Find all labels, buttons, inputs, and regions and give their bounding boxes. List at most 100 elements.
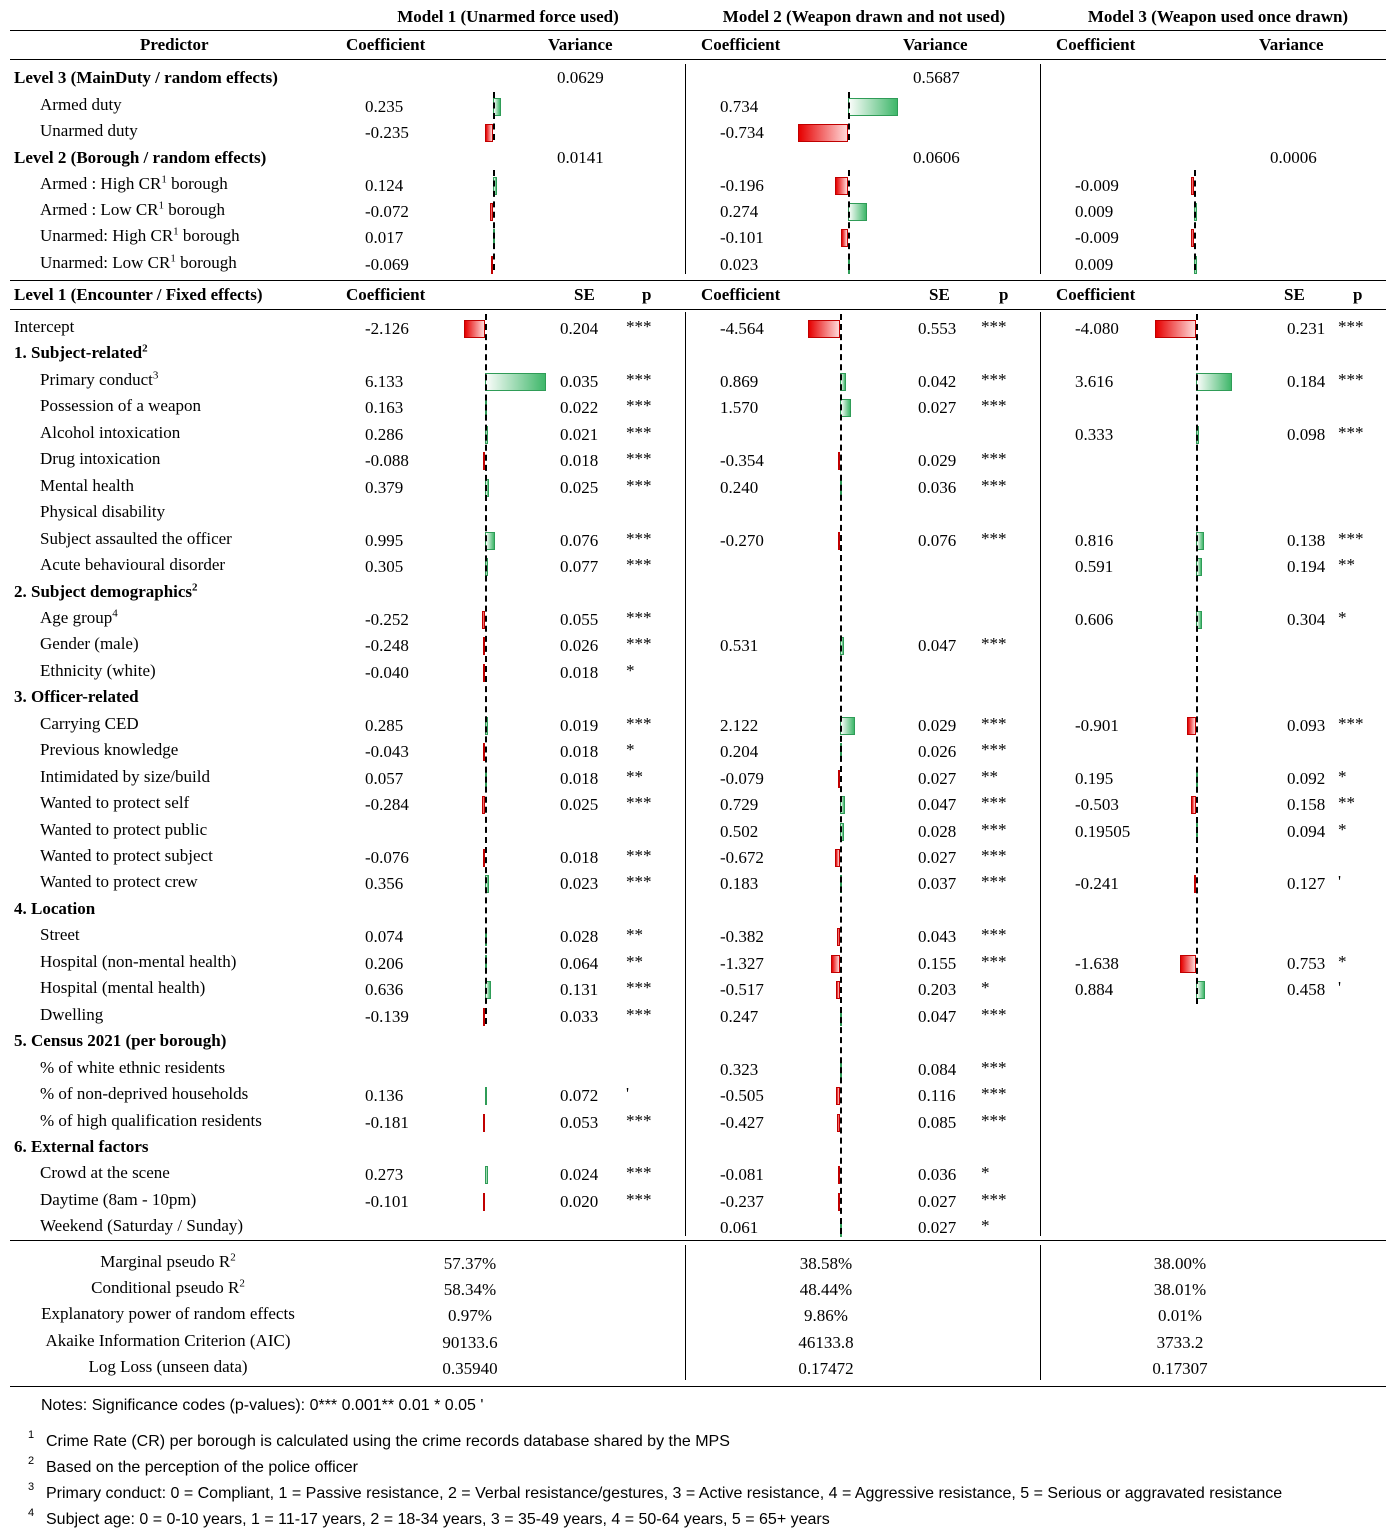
predictor-label: Street <box>40 925 80 945</box>
label-text: Mental health <box>40 476 134 495</box>
se-value: 0.064 <box>560 954 599 973</box>
footnote-marker: 4 <box>28 1507 35 1519</box>
coefficient-value: -0.088 <box>365 451 409 470</box>
section-title: 6. External factors <box>14 1137 149 1157</box>
level3-variance: 0.5687 <box>913 68 960 87</box>
significance-stars: *** <box>981 370 1007 389</box>
coefficient-value: 0.009 <box>1075 255 1114 274</box>
significance-stars: ** <box>1338 555 1355 574</box>
label-text: Previous knowledge <box>40 740 179 759</box>
column-divider <box>685 1245 686 1380</box>
se-value: 0.026 <box>918 742 957 761</box>
coefficient-value: 0.023 <box>720 255 759 274</box>
coefficient-value: -0.382 <box>720 927 764 946</box>
top-rule <box>10 30 1386 31</box>
coefficient-value: -0.241 <box>1075 874 1119 893</box>
coefficient-value: 0.502 <box>720 822 759 841</box>
significance-stars: * <box>981 978 990 997</box>
coefficient-value: 0.816 <box>1075 531 1114 550</box>
predictor-label: Alcohol intoxication <box>40 423 180 443</box>
significance-stars: ** <box>626 925 643 944</box>
coefficient-value: -0.076 <box>365 848 409 867</box>
zero-axis <box>1194 170 1196 270</box>
se-value: 0.184 <box>1287 372 1326 391</box>
se-value: 0.085 <box>918 1113 957 1132</box>
se-value: 0.027 <box>918 1218 957 1237</box>
predictor-label: Mental health <box>40 476 134 496</box>
coefficient-value: 1.570 <box>720 398 759 417</box>
significance-stars: *** <box>626 846 652 865</box>
se-value: 0.047 <box>918 795 957 814</box>
coefficient-value: -0.101 <box>720 228 764 247</box>
coefficient-value: 0.136 <box>365 1086 404 1105</box>
coefficient-header: Coefficient <box>701 35 781 54</box>
label-text: Explanatory power of random effects <box>41 1304 295 1323</box>
section-title: 2. Subject demographics2 <box>14 582 198 602</box>
se-value: 0.018 <box>560 769 599 788</box>
coefficient-bar <box>485 1166 488 1184</box>
significance-stars: *** <box>981 1005 1007 1024</box>
significance-stars: *** <box>626 529 652 548</box>
label-text: Hospital (non-mental health) <box>40 952 237 971</box>
se-value: 0.020 <box>560 1192 599 1211</box>
coefficient-bar <box>1186 717 1196 735</box>
significance-stars: ** <box>626 767 643 786</box>
model-title: Model 1 (Unarmed force used) <box>397 7 619 26</box>
coefficient-value: -0.040 <box>365 663 409 682</box>
label-suffix: borough <box>164 200 225 219</box>
significance-stars: *** <box>1338 317 1364 336</box>
stat-value: 57.37% <box>443 1254 497 1273</box>
se-value: 0.036 <box>918 1165 957 1184</box>
coefficient-value: -0.101 <box>365 1192 409 1211</box>
predictor-label: Drug intoxication <box>40 449 160 469</box>
se-header: SE <box>929 285 950 304</box>
random-effect-bar <box>490 256 493 274</box>
coefficient-value: -0.009 <box>1075 176 1119 195</box>
coefficient-value: -0.427 <box>720 1113 764 1132</box>
significance-stars: *** <box>626 1005 652 1024</box>
se-value: 0.018 <box>560 451 599 470</box>
p-header: p <box>642 285 652 304</box>
level2-title: Level 2 (Borough / random effects) <box>14 148 267 167</box>
coefficient-value: -1.638 <box>1075 954 1119 973</box>
significance-stars: *** <box>981 952 1007 971</box>
se-value: 0.055 <box>560 610 599 629</box>
coefficient-value: -1.327 <box>720 954 764 973</box>
significance-stars: ** <box>981 767 998 786</box>
se-header: SE <box>1284 285 1305 304</box>
significance-stars: * <box>626 661 635 680</box>
se-value: 0.018 <box>560 848 599 867</box>
coefficient-value: 0.074 <box>365 927 404 946</box>
significance-stars: *** <box>626 476 652 495</box>
se-value: 0.028 <box>918 822 957 841</box>
predictor-label: % of high qualification residents <box>40 1111 262 1131</box>
model-title: Model 2 (Weapon drawn and not used) <box>722 7 1006 26</box>
se-header: SE <box>574 285 595 304</box>
stats-rule <box>10 1240 1386 1241</box>
coefficient-value: 6.133 <box>365 372 404 391</box>
section-title: 1. Subject-related2 <box>14 343 148 363</box>
predictor-label: Intercept <box>14 317 74 337</box>
label-text: Weekend (Saturday / Sunday) <box>40 1216 244 1235</box>
coefficient-bar <box>836 981 840 999</box>
coefficient-bar <box>483 664 485 682</box>
coefficient-value: -0.505 <box>720 1086 764 1105</box>
coefficient-bar <box>838 532 840 550</box>
random-effect-bar <box>798 124 848 142</box>
se-value: 0.027 <box>918 848 957 867</box>
se-value: 0.047 <box>918 636 957 655</box>
level1-title: Level 1 (Encounter / Fixed effects) <box>14 285 263 304</box>
coefficient-value: 0.286 <box>365 425 404 444</box>
coefficient-value: 0.285 <box>365 716 404 735</box>
significance-stars: *** <box>981 714 1007 733</box>
label-text: Crowd at the scene <box>40 1163 170 1182</box>
significance-stars: *** <box>626 1111 652 1130</box>
significance-stars: *** <box>981 529 1007 548</box>
significance-stars: *** <box>1338 714 1364 733</box>
label-text: Dwelling <box>40 1005 104 1024</box>
stat-value: 48.44% <box>799 1280 853 1299</box>
predictor-label: Ethnicity (white) <box>40 661 156 681</box>
label-text: Intimidated by size/build <box>40 767 210 786</box>
notes-significance: Notes: Significance codes (p-values): 0*… <box>41 1397 484 1414</box>
coefficient-value: 0.057 <box>365 769 404 788</box>
